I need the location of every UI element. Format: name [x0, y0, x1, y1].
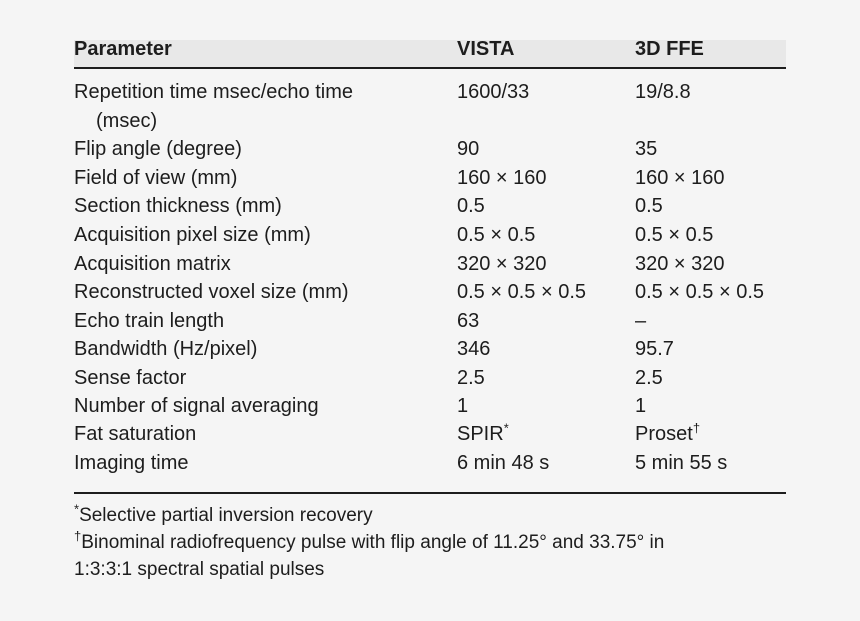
table-cell-vista: 0.5 × 0.5 × 0.5 — [457, 281, 586, 303]
table-cell-3d-ffe: 0.5 — [635, 195, 663, 217]
footnote-2: †Binominal radiofrequency pulse with fli… — [74, 528, 665, 555]
table-cell-parameter: Bandwidth (Hz/pixel) — [74, 338, 258, 360]
footnote-2-text: Binominal radiofrequency pulse with flip… — [81, 532, 665, 553]
table-cell-3d-ffe: 1 — [635, 395, 647, 417]
table-cell-vista: 0.5 — [457, 195, 485, 217]
table-cell-3d-ffe: – — [635, 310, 647, 332]
table-cell-3d-ffe: 19/8.8 — [635, 81, 691, 103]
table-cell-3d-ffe: 320 × 320 — [635, 253, 725, 275]
table-cell-parameter: Acquisition matrix — [74, 253, 231, 275]
table-cell-3d-ffe: 0.5 × 0.5 × 0.5 — [635, 281, 764, 303]
column-header-parameter: Parameter — [74, 38, 172, 60]
table-cell-vista: 0.5 × 0.5 — [457, 224, 536, 246]
table-cell-3d-ffe: 160 × 160 — [635, 167, 725, 189]
footnote-1-text: Selective partial inversion recovery — [79, 505, 373, 526]
table-cell-parameter: Acquisition pixel size (mm) — [74, 224, 311, 246]
table-cell-parameter: Imaging time — [74, 452, 189, 474]
table-cell-vista: SPIR* — [457, 420, 509, 446]
table-cell-value: SPIR — [457, 423, 504, 445]
column-header-3d-ffe: 3D FFE — [635, 38, 704, 60]
footnote-1-mark: * — [74, 501, 80, 517]
table-cell-3d-ffe: 5 min 55 s — [635, 452, 728, 474]
table-cell-parameter: Fat saturation — [74, 423, 197, 445]
header-divider — [74, 67, 786, 69]
footnote-2-continuation: 1:3:3:1 spectral spatial pulses — [74, 559, 325, 580]
table-cell-parameter: Number of signal averaging — [74, 395, 319, 417]
footer-divider — [74, 492, 786, 494]
table-cell-vista: 90 — [457, 138, 480, 160]
table-cell-vista: 1600/33 — [457, 81, 530, 103]
table-cell-parameter: Field of view (mm) — [74, 167, 238, 189]
table-cell-parameter: Flip angle (degree) — [74, 138, 242, 160]
table-cell-3d-ffe: 95.7 — [635, 338, 674, 360]
table-cell-3d-ffe: 0.5 × 0.5 — [635, 224, 714, 246]
table-cell-vista: 346 — [457, 338, 491, 360]
table-cell-vista: 63 — [457, 310, 480, 332]
table-cell-parameter: Sense factor — [74, 367, 187, 389]
column-header-vista: VISTA — [457, 38, 515, 60]
table-cell-vista: 320 × 320 — [457, 253, 547, 275]
table-cell-vista: 6 min 48 s — [457, 452, 550, 474]
table-cell-vista: 160 × 160 — [457, 167, 547, 189]
table-cell-parameter-continuation: (msec) — [96, 110, 158, 132]
table-cell-parameter: Section thickness (mm) — [74, 195, 282, 217]
footnote-1: *Selective partial inversion recovery — [74, 501, 373, 528]
footnote-mark-asterisk: * — [503, 420, 509, 436]
table-cell-3d-ffe: Proset† — [635, 420, 701, 446]
table-cell-vista: 1 — [457, 395, 469, 417]
table-cell-value: Proset — [635, 423, 693, 445]
table-cell-parameter: Repetition time msec/echo time — [74, 81, 354, 103]
table-header-band — [74, 40, 786, 68]
table-cell-vista: 2.5 — [457, 367, 485, 389]
table-cell-parameter: Reconstructed voxel size (mm) — [74, 281, 349, 303]
table-cell-parameter: Echo train length — [74, 310, 225, 332]
table-cell-3d-ffe: 35 — [635, 138, 658, 160]
footnote-2-mark: † — [74, 528, 82, 544]
table-cell-3d-ffe: 2.5 — [635, 367, 663, 389]
footnote-mark-dagger: † — [692, 420, 701, 436]
